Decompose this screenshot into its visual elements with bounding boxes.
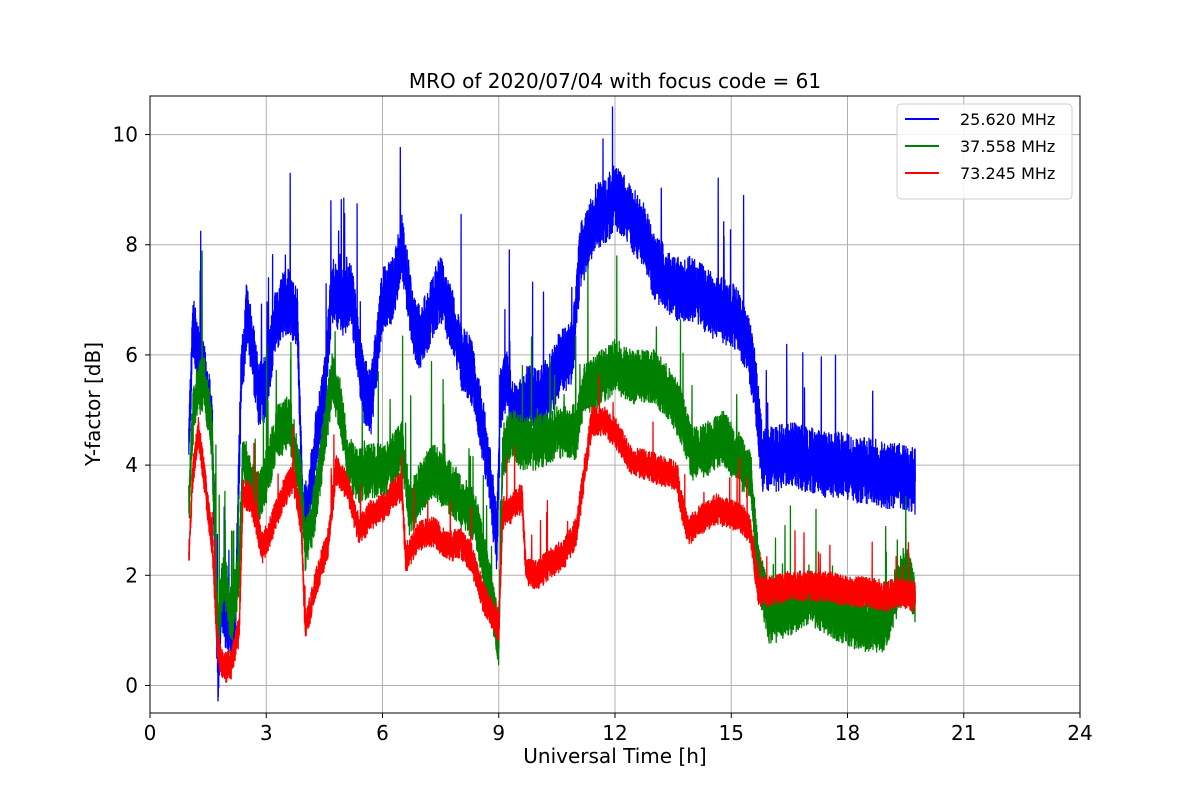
x-tick-label: 9	[492, 721, 505, 745]
legend: 25.620 MHz 37.558 MHz 73.245 MHz	[896, 103, 1073, 200]
series-layer	[188, 106, 916, 702]
legend-label-3: 73.245 MHz	[960, 164, 1055, 183]
y-tick-label: 4	[125, 453, 138, 477]
x-tick-label: 3	[260, 721, 273, 745]
y-tick-label: 10	[113, 123, 138, 147]
y-axis-label: Y-factor [dB]	[81, 342, 105, 467]
x-tick-label: 0	[144, 721, 157, 745]
y-tick-label: 2	[125, 563, 138, 587]
x-tick-label: 15	[719, 721, 744, 745]
x-tick-label: 6	[376, 721, 389, 745]
legend-label-1: 25.620 MHz	[960, 110, 1055, 129]
y-tick-label: 6	[125, 343, 138, 367]
x-tick-label: 21	[951, 721, 976, 745]
chart-title: MRO of 2020/07/04 with focus code = 61	[409, 69, 821, 93]
x-tick-label: 18	[835, 721, 860, 745]
x-axis-label: Universal Time [h]	[523, 744, 706, 768]
x-tick-label: 24	[1067, 721, 1092, 745]
legend-box	[896, 103, 1073, 200]
x-axis-ticks: 0 3 6 9 12 15 18 21 24	[144, 713, 1093, 745]
y-axis-ticks: 0 2 4 6 8 10	[113, 123, 150, 697]
legend-label-2: 37.558 MHz	[960, 137, 1055, 156]
y-tick-label: 8	[125, 233, 138, 257]
series-line-1	[188, 106, 916, 702]
y-tick-label: 0	[125, 673, 138, 697]
x-tick-label: 12	[602, 721, 627, 745]
series-line-3	[188, 373, 916, 683]
